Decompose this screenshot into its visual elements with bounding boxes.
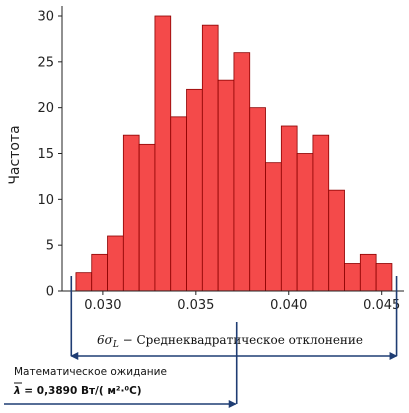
- annotations-group: Частота 6σL − Среднеквадратическое откло…: [4, 125, 398, 408]
- histogram-bar-18: [359, 253, 377, 292]
- histogram-bar-14: [296, 153, 314, 292]
- y-tick-label-2: 10: [37, 193, 54, 208]
- histogram-bar-0: [75, 272, 93, 292]
- y-tick-label-5: 25: [37, 55, 54, 70]
- histogram-bar-10: [233, 52, 251, 292]
- y-tick-label-6: 30: [37, 10, 54, 25]
- mean-symbol: λ: [13, 385, 21, 397]
- histogram-bar-19: [375, 263, 393, 292]
- histogram-bar-7: [186, 88, 203, 292]
- x-tick-label-0: 0.030: [84, 298, 121, 313]
- histogram-bar-5: [154, 15, 172, 292]
- histogram-bar-16: [328, 189, 345, 292]
- std-span-symbol: 6σ: [97, 333, 114, 347]
- y-tick-label-0: 0: [46, 285, 54, 300]
- histogram-bar-9: [217, 79, 235, 292]
- std-span-label: 6σL − Среднеквадратическое отклонение: [97, 333, 363, 350]
- histogram-bar-3: [122, 134, 140, 292]
- histogram-bar-12: [265, 162, 282, 292]
- histogram-bar-4: [138, 143, 156, 292]
- y-axis-label: Частота: [7, 125, 23, 184]
- axes-group: 0 5 10 15 20 25 30 0.030 0.035 0.040 0.045: [37, 6, 404, 313]
- mean-title: Математическое ожидание: [14, 366, 167, 378]
- histogram-bar-2: [107, 235, 124, 292]
- histogram-bar-8: [201, 24, 219, 292]
- y-tick-label-1: 5: [46, 239, 54, 254]
- std-span-subscript: L: [112, 340, 119, 350]
- bars-group: [75, 15, 393, 292]
- histogram-bar-17: [344, 263, 361, 292]
- mean-value-text: = 0,3890: [21, 385, 81, 397]
- x-tick-label-2: 0.040: [270, 298, 307, 313]
- histogram-bar-1: [91, 253, 108, 292]
- std-span-text: − Среднеквадратическое отклонение: [119, 333, 363, 347]
- histogram-bar-6: [170, 116, 187, 292]
- histogram-bar-11: [249, 107, 266, 292]
- mean-value: λ = 0,3890 Вт/( м²·⁰С): [13, 385, 142, 397]
- y-tick-label-3: 15: [37, 147, 54, 162]
- histogram-bar-13: [280, 125, 298, 292]
- y-tick-label-4: 20: [37, 101, 54, 116]
- histogram-bar-15: [312, 134, 330, 292]
- x-tick-label-3: 0.045: [363, 298, 400, 313]
- x-tick-label-1: 0.035: [177, 298, 214, 313]
- mean-unit: Вт/( м²·⁰С): [81, 385, 142, 397]
